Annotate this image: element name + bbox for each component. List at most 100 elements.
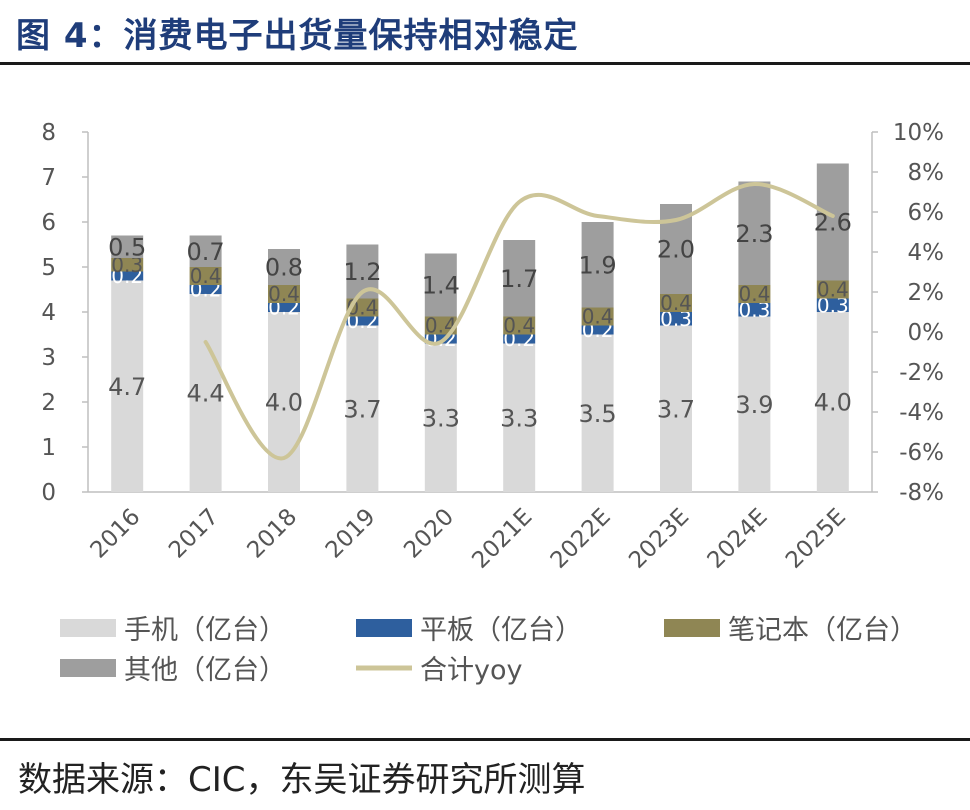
source-note: 数据来源：CIC，东吴证券研究所测算 [18,760,586,800]
left-tick-label: 8 [41,120,56,146]
bar-segment-2018-0 [268,312,300,492]
left-tick-label: 1 [41,435,56,461]
bar-segment-2022E-0 [581,334,614,492]
bar-value-label: 0.4 [268,282,300,306]
x-tick-label: 2019 [321,504,381,564]
bar-segment-2020-3 [424,253,457,317]
legend-swatch [356,619,412,637]
bar-value-label: 0.4 [660,291,692,315]
bar-segment-2023E-2 [660,294,692,312]
bar-value-label: 0.4 [425,314,457,338]
bar-segment-2021E-0 [503,343,536,492]
bar-segment-2017-1 [189,285,222,294]
right-tick-label: -8% [899,480,944,506]
bar-value-label: 0.8 [265,254,303,282]
bar-segment-2017-2 [189,267,222,285]
left-tick-label: 7 [41,165,56,191]
bar-segment-2016-0 [111,280,144,492]
bar-segment-2020-1 [424,334,457,344]
left-tick-label: 2 [41,390,56,416]
left-tick-label: 3 [41,345,56,371]
x-tick-label: 2023E [624,504,694,574]
x-tick-label: 2018 [242,504,302,564]
right-tick-label: -4% [899,400,944,426]
legend-label: 笔记本（亿台） [728,615,917,646]
x-tick-label: 2025E [781,504,851,574]
bar-value-label: 0.4 [817,278,849,302]
bar-value-label: 3.3 [500,404,538,432]
legend-swatch [60,659,116,677]
bar-segment-2020-2 [424,316,457,335]
chart-title: 图 4：消费电子出货量保持相对稳定 [16,16,579,56]
bar-segment-2021E-1 [503,334,536,344]
bar-segment-2021E-2 [503,316,536,335]
x-tick-label: 2022E [546,504,616,574]
right-tick-label: 4% [908,240,945,266]
legend-label: 其他（亿台） [124,655,286,686]
bar-value-label: 0.7 [187,238,225,266]
bar-segment-2020-0 [424,343,457,492]
source-divider [0,738,970,741]
bar-segment-2016-3 [111,235,144,258]
bar-value-label: 4.7 [108,373,146,401]
legend-swatch [664,619,720,637]
legend-swatch [60,619,116,637]
x-tick-label: 2021E [467,504,537,574]
bar-value-label: 3.9 [735,391,773,419]
stacked-bar-line-chart: 012345678-8%-6%-4%-2%0%2%4%6%8%10%4.70.2… [41,120,945,686]
title-divider [0,62,970,65]
yoy-line [203,181,835,461]
legend-label: 平板（亿台） [420,615,582,646]
bar-segment-2018-3 [268,249,300,285]
bar-value-label: 4.0 [814,389,852,417]
bar-value-label: 3.3 [422,404,460,432]
bar-segment-2024E-3 [738,181,771,285]
x-tick-label: 2024E [703,504,773,574]
bar-segment-2023E-0 [660,325,692,492]
bar-segment-2018-1 [268,303,300,312]
bar-value-label: 1.2 [343,258,381,286]
bar-value-label: 3.7 [657,395,695,423]
right-tick-label: -2% [899,360,944,386]
bar-value-label: 2.6 [814,209,852,237]
left-tick-label: 4 [41,300,56,326]
legend-label: 合计yoy [420,655,522,686]
bar-value-label: 4.4 [187,380,225,408]
bar-segment-2017-3 [189,235,222,267]
bar-value-label: 3.7 [343,395,381,423]
bar-segment-2017-0 [189,294,222,492]
bar-value-label: 2.3 [735,220,773,248]
bar-segment-2025E-2 [816,280,849,299]
bar-segment-2025E-0 [816,312,849,492]
bar-value-label: 3.5 [579,400,617,428]
bar-segment-2021E-3 [503,240,536,317]
bar-segment-2016-1 [111,271,144,281]
bar-segment-2019-1 [346,316,379,326]
x-tick-label: 2016 [86,504,146,564]
bar-segment-2025E-1 [816,298,849,312]
bar-segment-2024E-0 [738,316,771,492]
right-tick-label: 2% [908,280,945,306]
left-tick-label: 6 [41,210,56,236]
x-tick-label: 2017 [164,504,224,564]
bar-value-label: 0.5 [108,233,146,261]
right-tick-label: -6% [899,440,944,466]
bar-segment-2016-2 [111,258,144,272]
bar-value-label: 4.0 [265,389,303,417]
bar-segment-2019-0 [346,325,379,492]
bar-segment-2024E-2 [738,285,771,303]
bar-segment-2022E-3 [581,222,614,308]
right-tick-label: 0% [908,320,945,346]
bar-segment-2022E-2 [581,307,614,326]
left-tick-label: 5 [41,255,56,281]
bar-value-label: 0.4 [738,282,770,306]
bar-segment-2023E-1 [660,312,692,326]
bar-value-label: 1.7 [500,265,538,293]
bar-value-label: 2.0 [657,236,695,264]
right-tick-label: 8% [908,160,945,186]
bar-segment-2024E-1 [738,303,771,317]
bar-value-label: 1.4 [422,272,460,300]
left-tick-label: 0 [41,480,56,506]
bar-segment-2018-2 [268,285,300,303]
bar-value-label: 1.9 [579,251,617,279]
